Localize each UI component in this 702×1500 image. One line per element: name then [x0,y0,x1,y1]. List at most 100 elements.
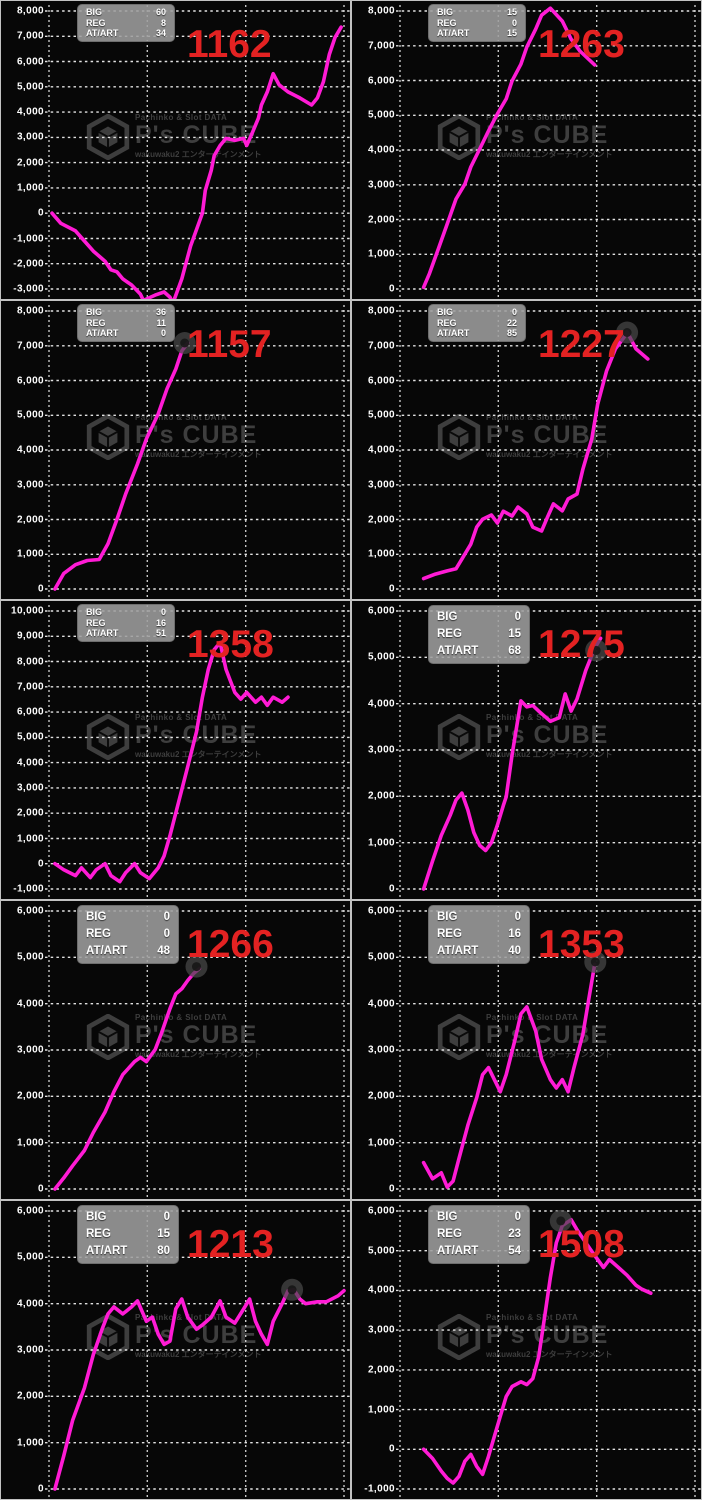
y-axis-label: 4,000 [367,1284,395,1296]
y-axis-label: 5,000 [367,409,395,421]
y-axis-label: 3,000 [367,744,395,756]
y-axis-label: 6,000 [367,1205,395,1217]
legend-value: 80 [157,1245,170,1257]
y-axis-label: 8,000 [367,305,395,317]
cube-logo-icon [437,1313,481,1360]
payout-line [53,1288,346,1491]
legend-row: REG 16 [78,618,174,629]
stats-legend: BIG 0 REG 0 AT/ART 48 [77,905,179,964]
y-axis-label: 9,000 [16,630,44,642]
stats-legend: BIG 0 REG 16 AT/ART 51 [77,604,175,642]
legend-row: AT/ART 85 [429,328,525,339]
legend-value: 23 [508,1228,521,1240]
y-axis-label: 3,000 [16,1044,44,1056]
legend-value: 0 [163,911,170,923]
payout-line [421,962,597,1189]
watermark: Pachinko & Slot DATA P's CUBE wakuwaku2 エン… [436,413,612,460]
chart-canvas [45,905,350,1199]
legend-value: 16 [155,617,166,628]
legend-value: 0 [511,307,517,317]
result-number: 1263 [538,23,625,66]
graph-panel-1213: Pachinko & Slot DATA P's CUBE wakuwaku2 エン… [0,1200,351,1500]
legend-label: BIG [437,307,454,317]
y-axis-label: 1,000 [16,1437,44,1449]
y-axis-label: 5,000 [16,1251,44,1263]
payout-line [53,966,202,1191]
legend-value: 0 [163,1211,170,1223]
legend-row: AT/ART 40 [429,943,529,960]
watermark-tagline: wakuwaku2 エンターテインメント [135,150,262,160]
y-axis-label: 6,000 [367,605,395,617]
chart-canvas [396,605,701,899]
y-axis-label: 4,000 [367,144,395,156]
cube-logo-icon [86,413,130,460]
result-number: 1266 [187,923,274,966]
result-number: 1162 [187,23,272,66]
watermark-small-title: Pachinko & Slot DATA [135,113,228,122]
result-number: 1157 [187,323,272,366]
legend-label: REG [437,928,462,940]
legend-value: 85 [506,328,517,338]
y-axis-label: 2,000 [16,514,44,525]
y-axis-label: 4,000 [16,998,44,1010]
legend-value: 60 [155,7,166,17]
payout-line [421,636,603,891]
y-axis-label: 5,000 [16,409,44,421]
y-axis-label: 8,000 [367,5,395,17]
watermark-tagline: wakuwaku2 エンターテインメント [135,750,262,760]
payout-line [421,1217,653,1485]
watermark-brand: P's CUBE [135,421,258,449]
watermark: Pachinko & Slot DATA P's CUBE wakuwaku2 エン… [85,413,261,460]
cube-logo-icon [86,713,130,760]
cube-logo-icon [437,713,481,760]
y-axis-label: -1,000 [13,233,44,244]
legend-row: AT/ART 48 [78,943,178,960]
y-axis-label: 8,000 [16,656,44,667]
legend-row: REG 0 [78,926,178,943]
y-axis-label: 1,000 [367,248,395,260]
y-axis-label: 7,000 [367,340,395,352]
legend-label: REG [86,928,111,940]
stats-legend: BIG 0 REG 15 AT/ART 68 [428,605,530,664]
watermark: Pachinko & Slot DATA P's CUBE wakuwaku2 エン… [85,1313,261,1360]
line-end-marker-core [287,1285,297,1295]
graph-panel-1263: Pachinko & Slot DATA P's CUBE wakuwaku2 エン… [351,0,702,300]
y-axis-label: 3,000 [16,131,44,143]
y-axis-label: 3,000 [16,782,44,794]
y-axis-label: 3,000 [16,479,44,491]
y-axis-label: 6,000 [367,375,395,386]
legend-value: 16 [508,928,521,940]
legend-value: 0 [160,607,166,617]
watermark-small-title: Pachinko & Slot DATA [135,713,228,722]
y-axis-label: -3,000 [13,283,44,295]
legend-label: AT/ART [437,945,479,957]
legend-label: BIG [437,7,454,17]
legend-label: REG [86,1228,111,1240]
watermark-tagline: wakuwaku2 エンターテインメント [486,1050,613,1060]
y-axis-label: 0 [389,583,395,595]
y-axis-label: 7,000 [16,30,44,42]
y-axis-label: 1,000 [16,1137,44,1149]
legend-value: 68 [508,645,521,657]
legend-value: 34 [155,28,166,38]
y-axis-label: 2,000 [367,214,395,225]
watermark-tagline: wakuwaku2 エンターテインメント [486,450,613,460]
legend-row: BIG 0 [78,607,174,618]
legend-row: REG 11 [78,318,174,329]
y-axis-label: 8,000 [16,5,44,17]
legend-row: REG 15 [429,626,529,643]
legend-label: BIG [86,7,103,17]
y-axis-label: 2,000 [16,1090,44,1102]
y-axis-label: 0 [38,207,44,219]
stats-legend: BIG 0 REG 22 AT/ART 85 [428,304,526,342]
watermark-small-title: Pachinko & Slot DATA [135,1313,228,1322]
y-axis-label: 6,000 [367,905,395,917]
y-axis-label: 5,000 [367,109,395,121]
y-axis-label: 6,000 [16,56,44,67]
y-axis-label: -2,000 [13,258,44,270]
legend-label: AT/ART [86,328,119,338]
watermark-brand: P's CUBE [486,121,609,149]
legend-label: AT/ART [86,28,119,38]
legend-row: BIG 0 [429,307,525,318]
